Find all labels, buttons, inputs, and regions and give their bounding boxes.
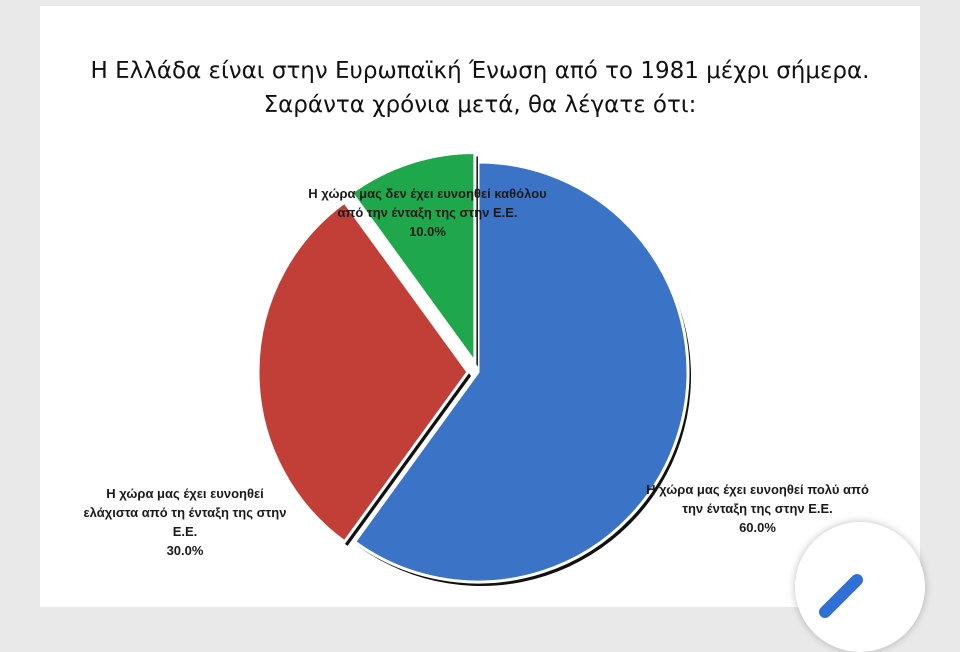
slice (352, 160, 690, 584)
slice (349, 150, 477, 368)
edit-button[interactable] (795, 522, 925, 652)
value-label: 10.0% (409, 224, 446, 239)
chart (256, 150, 691, 587)
value-label: 30.0% (166, 543, 204, 558)
slice-label: Η χώρα μας δεν έχει ευνοηθεί καθόλου από… (308, 186, 547, 220)
screen: {"chart_data": {"type": "pie", "title": … (40, 6, 925, 652)
edit-icon (819, 574, 863, 618)
slice-label: Η χώρα μας έχει ευνοηθεί ελάχιστα από τη… (83, 486, 287, 539)
value-label: 60.0% (739, 520, 776, 535)
slice (256, 200, 470, 544)
slice-label: Η χώρα μας έχει ευνοηθεί πολύ από την έν… (646, 482, 869, 516)
chart-title: Η Ελλάδα είναι στην Ευρωπαϊκή Ένωση από … (90, 58, 870, 118)
